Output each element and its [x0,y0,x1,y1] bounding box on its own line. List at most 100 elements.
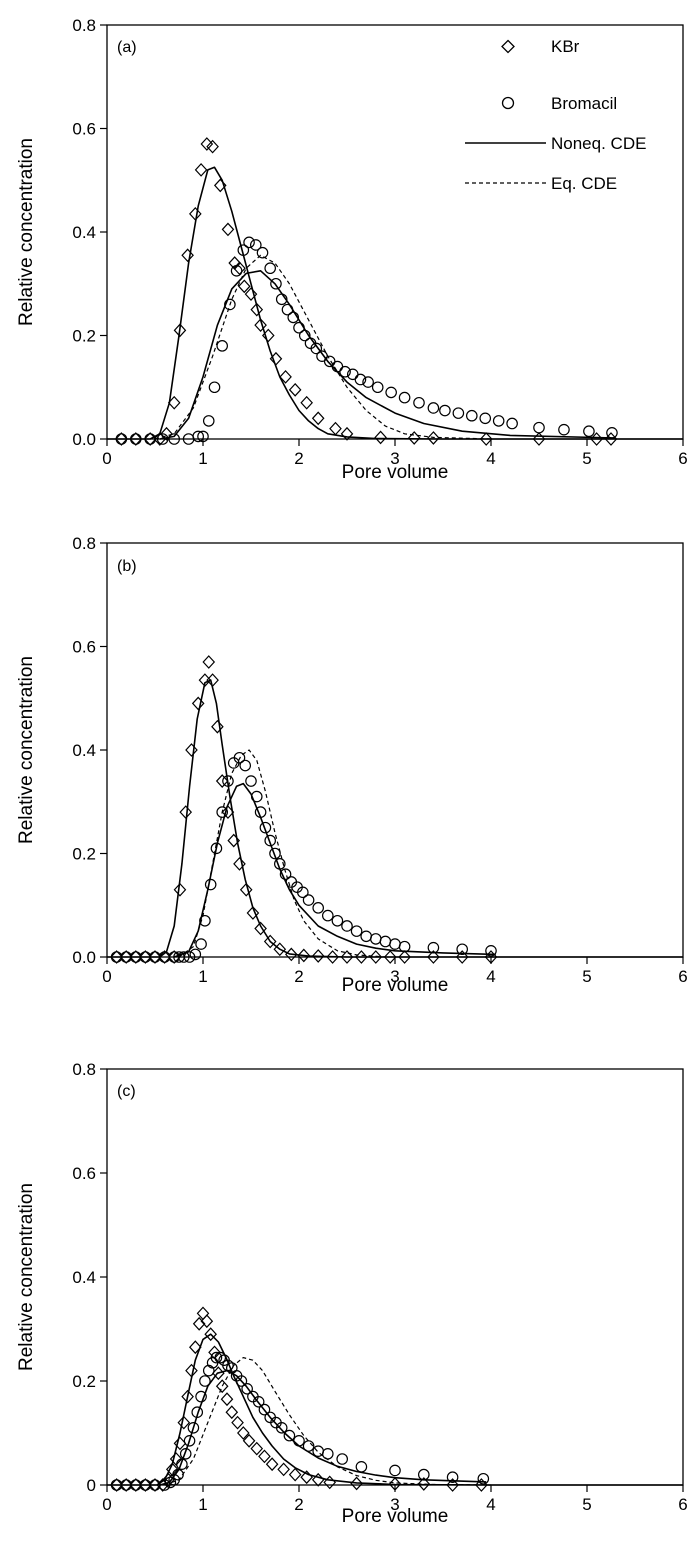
x-tick-label-a-3: 3 [390,449,399,468]
x-tick-label-b-5: 5 [582,967,591,986]
bromacil-point-c-41 [446,1471,459,1483]
x-tick-label-a-2: 2 [294,449,303,468]
bromacil-point-b-19 [239,759,252,772]
y-axis-title-b: Relative concentration [16,656,37,844]
kbr-point-c-30 [288,1467,302,1482]
y-tick-label-b-3: 0.6 [72,638,96,657]
x-tick-label-c-0: 0 [102,1495,111,1514]
kbr-point-c-16 [200,1314,214,1329]
eq-cde-curve-a-4 [154,254,492,440]
bromacil-point-b-23 [259,821,272,834]
panel-label-a: (a) [117,39,137,56]
y-tick-label-b-4: 0.8 [72,534,96,553]
bromacil-point-a-17 [264,262,276,275]
kbr-point-b-20 [246,906,260,920]
kbr-point-b-21 [254,921,267,936]
bromacil-point-c-32 [283,1429,296,1442]
bromacil-point-c-10 [179,1448,192,1460]
bromacil-point-b-14 [210,842,223,855]
bromacil-point-c-33 [293,1435,305,1447]
bromacil-point-a-14 [243,236,255,249]
bromacil-point-c-39 [389,1464,401,1477]
kbr-point-a-25 [311,411,325,426]
x-tick-label-b-1: 1 [198,967,207,986]
kbr-point-c-11 [181,1389,194,1404]
noneq-cde-curve-a-3 [159,270,616,440]
x-tick-label-c-5: 5 [582,1495,591,1514]
legend-kbr-label: KBr [551,37,580,56]
kbr-point-b-26 [311,949,325,963]
kbr-point-b-18 [233,856,246,871]
bromacil-point-b-37 [360,930,372,943]
kbr-point-b-7 [173,882,187,897]
noneq-cde-curve-b-2 [107,679,683,958]
bromacil-point-a-15 [250,239,262,251]
x-tick-label-b-4: 4 [486,967,495,986]
kbr-point-c-34 [350,1476,363,1491]
bromacil-point-a-45 [558,423,570,436]
y-tick-label-c-3: 0.6 [72,1164,96,1183]
bromacil-point-b-13 [204,878,217,891]
y-tick-label-c-2: 0.4 [72,1268,96,1287]
kbr-point-a-23 [288,382,302,397]
bromacil-point-a-47 [606,426,618,439]
kbr-point-b-4 [148,950,162,964]
kbr-point-b-22 [263,934,277,949]
bromacil-point-c-15 [199,1375,211,1387]
bromacil-point-a-37 [427,402,440,414]
kbr-point-c-24 [237,1426,250,1440]
kbr-point-b-30 [369,950,383,964]
legend-noneq-label: Noneq. CDE [551,134,646,153]
kbr-point-b-1 [119,950,133,964]
bromacil-point-a-44 [533,421,545,434]
kbr-point-b-25 [297,948,311,963]
legend-kbr-marker [501,39,515,54]
legend-bromacil-marker [501,96,515,110]
kbr-point-c-25 [242,1433,256,1448]
kbr-point-a-6 [173,323,187,338]
panel-c: 0 1 2 3 4 5 6 0 0.2 0.4 0.6 0.8 (c) Pore volume Rel… [16,1060,688,1527]
bromacil-point-a-12 [230,265,243,277]
noneq-cde-curve-c-2 [107,1333,683,1486]
bromacil-point-c-37 [336,1453,348,1465]
eq-cde-curve-b-4 [178,749,386,958]
kbr-point-a-17 [244,287,258,301]
series-c [107,1306,683,1492]
bromacil-point-c-14 [195,1390,207,1403]
x-tick-label-c-3: 3 [390,1495,399,1514]
kbr-point-a-11 [206,139,219,154]
bromacil-point-b-38 [369,933,382,945]
kbr-point-a-28 [374,430,387,445]
noneq-cde-curve-c-3 [159,1369,487,1486]
kbr-point-c-36 [417,1477,431,1491]
bromacil-point-a-43 [506,417,518,430]
bromacil-point-a-34 [385,386,397,399]
bromacil-point-a-21 [287,311,300,324]
bromacil-point-a-16 [256,246,269,259]
y-axis-title-a: Relative concentration [16,138,37,326]
kbr-point-b-27 [326,950,339,964]
y-tick-label-a-2: 0.4 [72,223,96,242]
bromacil-point-a-32 [362,376,374,388]
kbr-point-c-27 [258,1449,271,1464]
bromacil-point-a-35 [398,391,411,404]
kbr-point-a-22 [279,370,292,384]
bromacil-point-a-27 [323,355,336,368]
x-axis-title-c: Pore volume [342,1506,449,1527]
x-tick-label-c-6: 6 [678,1495,687,1514]
bromacil-point-b-25 [269,847,281,860]
kbr-point-c-1 [119,1478,133,1492]
kbr-point-a-19 [254,318,267,333]
bromacil-point-a-28 [331,360,344,373]
bromacil-point-a-42 [492,415,505,427]
panel-b: 0 1 2 3 4 5 6 0.0 0.2 0.4 0.6 0.8 (b) Pore volume R… [16,534,688,996]
bromacil-point-b-32 [312,902,324,914]
kbr-point-c-10 [177,1415,191,1430]
bromacil-point-a-6 [192,430,204,443]
kbr-point-a-27 [340,426,354,441]
bromacil-point-b-8 [178,951,190,963]
eq-cde-curve-c-4 [164,1357,492,1486]
legend-eq-label: Eq. CDE [551,174,617,193]
kbr-point-b-14 [211,719,224,734]
x-tick-label-a-4: 4 [486,449,495,468]
